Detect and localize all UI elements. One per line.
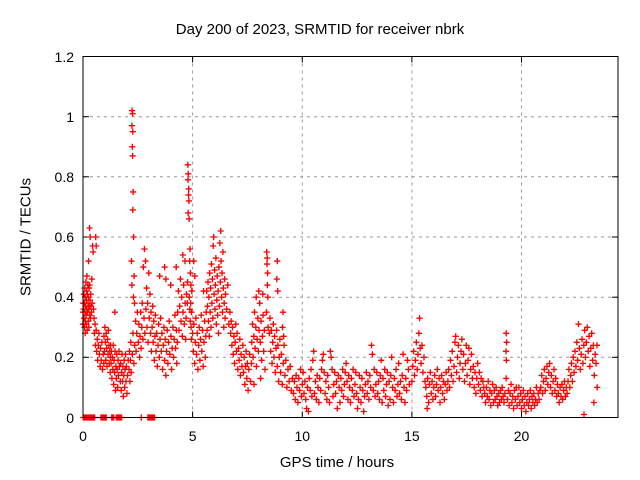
x-tick-label: 20 [513, 428, 530, 444]
y-tick-label: 0.8 [54, 168, 74, 185]
y-tick-label: 0.6 [54, 229, 74, 245]
plot-border [82, 56, 619, 418]
grid-lines [83, 56, 618, 418]
y-tick-label: 1.2 [54, 48, 74, 65]
y-tick-label: 0.2 [54, 349, 74, 366]
chart-title: Day 200 of 2023, SRMTID for receiver nbr… [175, 21, 465, 38]
x-tick-label: 10 [294, 428, 311, 444]
y-tick-label: 0.4 [54, 289, 74, 306]
y-tick-label: 0 [66, 409, 74, 426]
x-tick-label: 15 [404, 428, 420, 444]
x-axis-label: GPS time / hours [279, 454, 395, 471]
x-tick-label: 0 [79, 428, 87, 444]
x-tick-label: 5 [188, 428, 197, 444]
y-tick-label: 1 [66, 108, 74, 125]
data-points [79, 107, 601, 421]
